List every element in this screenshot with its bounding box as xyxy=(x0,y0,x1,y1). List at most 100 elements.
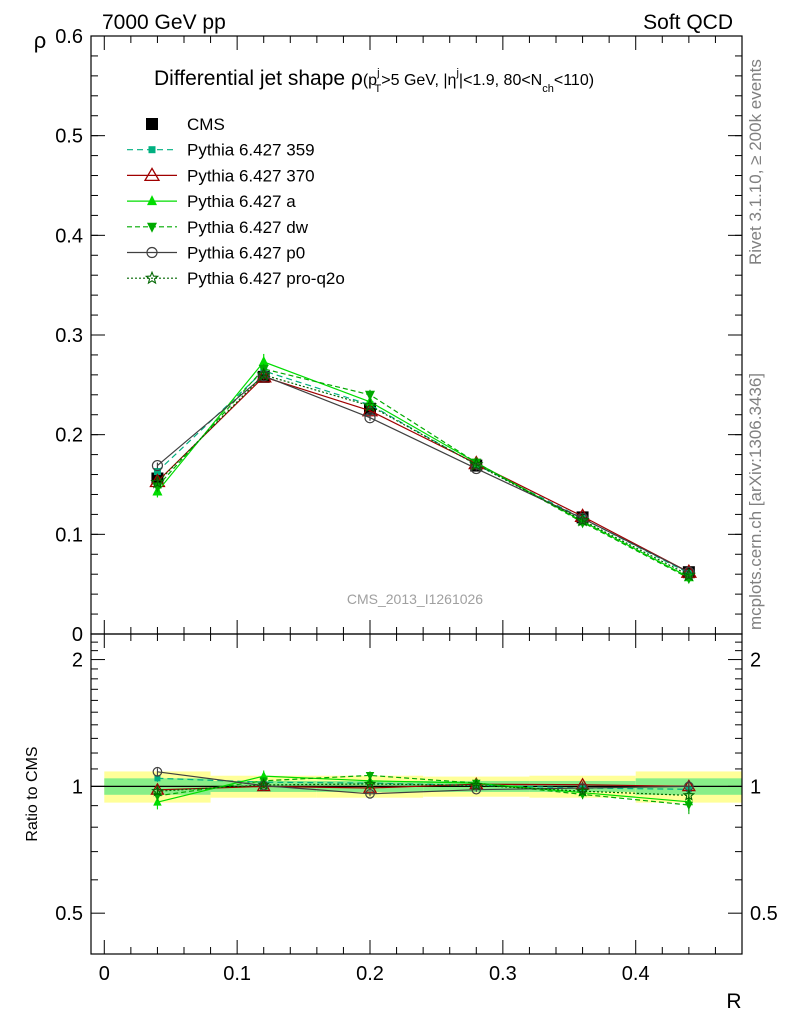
mcplots-label: mcplots.cern.ch [arXiv:1306.3436] xyxy=(746,373,765,630)
title-sub-T: T xyxy=(375,83,382,95)
ratio-y-tick-label: 2 xyxy=(72,650,83,672)
title-part1: (p xyxy=(363,72,377,89)
ratio-y-tick-label-right: 1 xyxy=(750,776,761,798)
title-part4: <110) xyxy=(554,72,594,89)
y-axis-label: ρ xyxy=(34,28,47,53)
ratio-point-pq2o xyxy=(576,784,589,797)
x-tick-label: 0 xyxy=(99,963,110,985)
series-p359 xyxy=(153,367,693,577)
legend-label-p359: Pythia 6.427 359 xyxy=(187,141,315,160)
plot-title-main: Differential jet shape ρ xyxy=(154,67,363,90)
ratio-y-tick-label-right: 2 xyxy=(750,650,761,672)
x-axis-label: R xyxy=(726,990,741,1013)
data-point-pq2o xyxy=(575,512,590,527)
ratio-point-pp0 xyxy=(152,766,163,777)
ratio-line-pp0 xyxy=(157,771,689,795)
ratio-plot-frame xyxy=(90,633,743,955)
legend-item-cms: CMS xyxy=(146,115,225,134)
data-point-pa xyxy=(258,355,269,366)
series-line-pdw xyxy=(156,368,690,579)
data-point-pq2o xyxy=(681,567,696,582)
data-point-pp0 xyxy=(364,412,376,424)
legend-item-pp0: Pythia 6.427 p0 xyxy=(127,244,305,263)
ratio-point-pdw xyxy=(684,801,694,811)
plot-title: Differential jet shape ρ(pj T>5 GeV, |ηj|… xyxy=(154,67,594,95)
header-left-label: 7000 GeV pp xyxy=(102,11,226,34)
legend-label-p370: Pythia 6.427 370 xyxy=(187,166,315,185)
y-tick-label: 0.6 xyxy=(55,26,83,48)
x-tick-label: 0.3 xyxy=(489,963,517,985)
series-pa xyxy=(152,353,694,582)
ratio-y-tick-label-right: 0.5 xyxy=(750,903,778,925)
legend-marker-pa xyxy=(147,195,157,206)
data-point-pp0 xyxy=(151,459,164,472)
y-tick-label: 0.3 xyxy=(55,325,83,347)
title-sup-j1: j xyxy=(376,67,379,79)
ratio-point-pq2o xyxy=(151,784,164,797)
legend-label-pq2o: Pythia 6.427 pro-q2o xyxy=(187,269,345,288)
ratio-line-pq2o xyxy=(157,783,689,796)
legend-label-pp0: Pythia 6.427 p0 xyxy=(187,244,305,263)
series-line-pq2o xyxy=(156,374,690,576)
ratio-point-pdw xyxy=(365,771,375,781)
title-sub-ch: ch xyxy=(542,83,554,95)
ratio-point-p359 xyxy=(154,775,161,782)
ratio-point-pq2o xyxy=(682,788,696,801)
legend-marker-pdw xyxy=(147,222,157,233)
title-part3: |<1.9, 80<N xyxy=(459,72,542,89)
legend: CMS Pythia 6.427 359 Pythia 6.427 370 Pythi… xyxy=(127,115,345,288)
legend-marker-pq2o xyxy=(144,270,160,285)
data-point-pq2o xyxy=(150,475,165,489)
legend-label-pa: Pythia 6.427 a xyxy=(187,192,296,211)
data-point-pdw xyxy=(365,390,375,401)
data-point-pq2o xyxy=(469,457,484,471)
legend-item-pq2o: Pythia 6.427 pro-q2o xyxy=(127,269,345,288)
legend-item-pa: Pythia 6.427 a xyxy=(127,192,296,211)
series-line-pp0 xyxy=(157,375,690,573)
data-point-pq2o xyxy=(362,398,378,412)
ratio-line-p370 xyxy=(157,783,689,791)
series-pq2o xyxy=(150,367,696,582)
ratio-point-pa xyxy=(153,797,162,806)
main-plot-panel: 0 0.1 0.2 0.3 0.4 0.5 0.6 ρ Differential jet s… xyxy=(34,26,743,646)
ratio-y-axis-label: Ratio to CMS xyxy=(24,746,41,841)
legend-item-pdw: Pythia 6.427 dw xyxy=(127,218,309,237)
legend-marker-p370 xyxy=(143,167,161,182)
x-tick-label: 0.1 xyxy=(223,963,251,985)
ratio-series-pp0 xyxy=(152,766,694,799)
x-tick-label: 0.2 xyxy=(356,963,384,985)
title-sup-j2: j xyxy=(455,67,458,79)
ratio-y-tick-label: 1 xyxy=(72,776,83,798)
ratio-point-pa xyxy=(259,770,268,780)
data-point-p359 xyxy=(153,468,161,476)
legend-label-pdw: Pythia 6.427 dw xyxy=(187,218,309,237)
y-tick-label: 0.1 xyxy=(55,524,83,546)
ratio-point-pq2o xyxy=(470,778,483,791)
legend-marker-cms xyxy=(146,118,158,130)
header-right-label: Soft QCD xyxy=(643,11,733,34)
legend-label-cms: CMS xyxy=(187,115,225,134)
ratio-series-pq2o xyxy=(151,777,696,802)
series-line-pa xyxy=(156,361,690,578)
x-tick-label: 0.4 xyxy=(622,963,650,985)
ratio-plot-panel: 0.5 0.5 1 1 2 2 0 0.1 0.2 0.3 0.4 Ratio to CMS R xyxy=(24,633,778,1013)
y-tick-label: 0.2 xyxy=(55,425,83,447)
title-part2: >5 GeV, |η xyxy=(381,72,456,89)
ratio-y-tick-label: 0.5 xyxy=(55,903,83,925)
series-pdw xyxy=(152,363,694,585)
rivet-label: Rivet 3.1.10, ≥ 200k events xyxy=(746,59,765,265)
ratio-point-pq2o xyxy=(257,778,270,791)
legend-item-p370: Pythia 6.427 370 xyxy=(127,166,315,185)
series-line-p370 xyxy=(156,376,690,573)
y-tick-label: 0 xyxy=(72,624,83,646)
data-point-pq2o xyxy=(256,367,271,381)
series-pp0 xyxy=(151,370,695,578)
ratio-point-pp0 xyxy=(258,780,269,791)
legend-marker-p359 xyxy=(148,146,156,154)
ratio-point-pq2o xyxy=(363,777,377,790)
analysis-watermark: CMS_2013_I1261026 xyxy=(347,591,483,607)
y-tick-label: 0.5 xyxy=(55,126,83,148)
legend-item-p359: Pythia 6.427 359 xyxy=(127,141,315,160)
ratio-point-pp0 xyxy=(365,788,375,799)
